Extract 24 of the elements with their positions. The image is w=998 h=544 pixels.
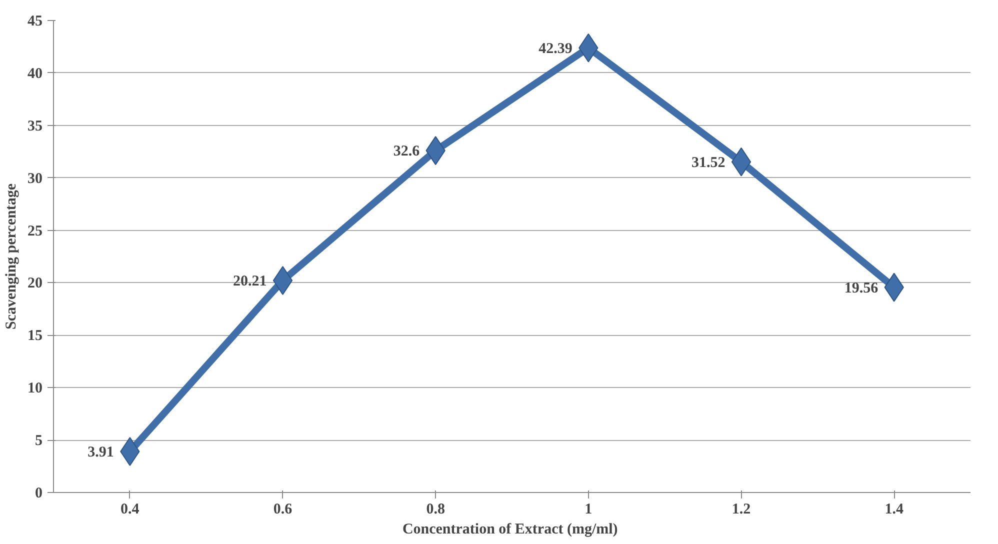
y-tick-label: 0 [35,486,42,502]
y-tick-label: 20 [28,276,42,292]
x-tick-label: 1.4 [884,502,904,518]
y-tick-label: 10 [28,380,42,397]
y-tick-label: 5 [35,433,42,450]
x-tick-label: 0.4 [120,502,140,518]
data-label: 19.56 [844,280,879,296]
y-tick-label: 35 [28,118,42,134]
x-tick-label: 0.6 [273,502,293,518]
y-tick-label: 15 [28,328,42,344]
data-label: 3.91 [88,444,114,460]
x-axis-title: Concentration of Extract (mg/ml) [402,522,618,538]
data-label: 42.39 [538,40,572,57]
x-tick-label: 1 [584,502,592,518]
y-axis-title: Scavenging percentage [4,183,20,330]
y-tick-label: 45 [28,14,42,30]
data-label: 20.21 [233,274,267,290]
x-tick-label: 1.2 [732,502,751,518]
y-tick-label: 30 [28,170,42,187]
x-tick-label: 0.8 [426,502,445,518]
y-tick-label: 25 [28,223,42,240]
data-label: 31.52 [692,154,726,171]
data-label: 32.6 [393,144,420,160]
y-tick-label: 40 [28,66,42,82]
